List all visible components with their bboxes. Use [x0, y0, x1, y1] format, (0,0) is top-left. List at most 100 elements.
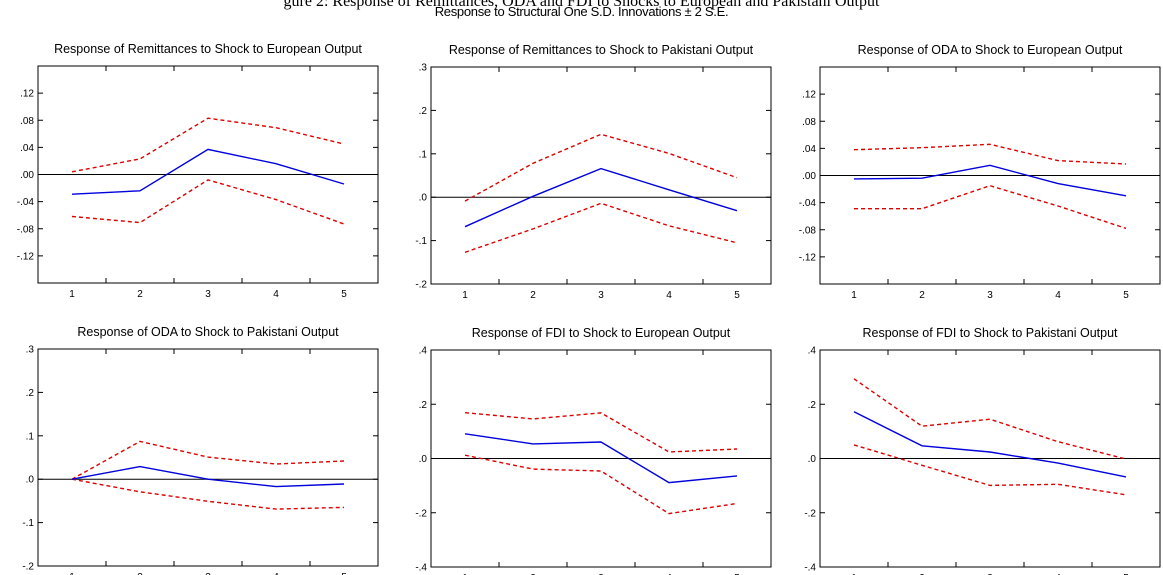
y-tick-label: .12 — [20, 89, 34, 100]
upper-band-line — [71, 117, 345, 173]
x-tick-label: 3 — [987, 573, 993, 575]
y-tick-label: .2 — [26, 388, 35, 399]
x-tick-label: 2 — [919, 573, 925, 575]
upper-band-line — [71, 440, 345, 480]
y-tick-label: .0 — [419, 454, 428, 465]
lower-band-line — [853, 444, 1127, 496]
x-tick-label: 3 — [205, 289, 211, 300]
x-tick-label: 4 — [1055, 290, 1061, 301]
panel-title: Response of Remittances to Shock to Euro… — [54, 42, 362, 56]
response-line — [71, 148, 345, 195]
x-tick-label: 2 — [919, 290, 925, 301]
x-tick-label: 5 — [734, 573, 740, 575]
y-tick-label: .2 — [419, 106, 428, 117]
x-tick-label: 1 — [69, 289, 75, 300]
lower-band-line — [71, 179, 345, 225]
plot-frame — [37, 348, 379, 567]
response-line — [464, 167, 738, 228]
x-tick-label: 1 — [462, 290, 468, 301]
irf-panel-6: Response of FDI to Shock to Pakistani Ou… — [804, 326, 1161, 575]
upper-band-line — [853, 143, 1127, 165]
lower-band-line — [464, 202, 738, 253]
response-line — [853, 164, 1127, 197]
irf-panel-4: Response of ODA to Shock to Pakistani Ou… — [22, 325, 379, 575]
y-tick-label: -.12 — [799, 252, 817, 263]
x-tick-label: 2 — [137, 572, 143, 575]
y-tick-label: .00 — [802, 171, 816, 182]
x-tick-label: 4 — [273, 572, 279, 575]
y-tick-label: .3 — [26, 345, 35, 356]
panel-title: Response of FDI to Shock to Pakistani Ou… — [863, 326, 1119, 340]
x-tick-label: 3 — [987, 290, 993, 301]
response-line — [71, 465, 345, 488]
y-tick-label: .04 — [802, 144, 816, 155]
x-tick-label: 5 — [734, 290, 740, 301]
panel-title: Response of Remittances to Shock to Paki… — [449, 43, 754, 57]
irf-panel-5: Response of FDI to Shock to European Out… — [415, 326, 772, 575]
x-tick-label: 3 — [598, 573, 604, 575]
x-tick-label: 1 — [69, 572, 75, 575]
x-tick-label: 1 — [462, 573, 468, 575]
y-tick-label: -.04 — [17, 197, 35, 208]
y-tick-label: .0 — [419, 193, 428, 204]
y-tick-label: -.2 — [415, 508, 427, 519]
x-tick-label: 4 — [1055, 573, 1061, 575]
x-tick-label: 5 — [341, 572, 347, 575]
lower-band-line — [464, 454, 738, 515]
lower-band-line — [854, 184, 1127, 230]
x-tick-label: 5 — [341, 289, 347, 300]
x-tick-label: 1 — [851, 573, 857, 575]
y-tick-label: .1 — [26, 431, 35, 442]
panel-title: Response of ODA to Shock to Pakistani Ou… — [77, 325, 339, 339]
figure-subtitle: Response to Structural One S.D. Innovati… — [434, 4, 729, 19]
y-tick-label: .3 — [419, 63, 428, 74]
y-tick-label: -.4 — [415, 563, 427, 574]
y-tick-label: .00 — [20, 170, 34, 181]
y-tick-label: .08 — [20, 116, 34, 127]
y-tick-label: -.4 — [804, 563, 816, 574]
y-tick-label: -.12 — [17, 251, 35, 262]
response-line — [464, 433, 738, 484]
y-tick-label: .2 — [419, 400, 428, 411]
y-tick-label: -.08 — [17, 224, 35, 235]
y-tick-label: -.04 — [799, 198, 817, 209]
irf-panel-3: Response of ODA to Shock to European Out… — [799, 43, 1161, 301]
y-tick-label: .1 — [419, 149, 428, 160]
y-tick-label: -.2 — [22, 562, 34, 573]
lower-band-line — [71, 478, 345, 510]
x-tick-label: 5 — [1123, 290, 1129, 301]
response-line — [853, 411, 1127, 478]
y-tick-label: -.1 — [415, 236, 427, 247]
y-tick-label: -.08 — [799, 225, 817, 236]
y-tick-label: .08 — [802, 117, 816, 128]
upper-band-line — [464, 133, 738, 202]
y-tick-label: .2 — [808, 400, 817, 411]
y-tick-label: .12 — [802, 90, 816, 101]
y-tick-label: .4 — [808, 346, 817, 357]
x-tick-label: 5 — [1123, 573, 1129, 575]
irf-panel-1: Response of Remittances to Shock to Euro… — [17, 42, 379, 300]
x-tick-label: 3 — [205, 572, 211, 575]
panel-title: Response of FDI to Shock to European Out… — [472, 326, 731, 340]
irf-panel-2: Response of Remittances to Shock to Paki… — [415, 43, 772, 301]
y-tick-label: -.2 — [415, 280, 427, 291]
x-tick-label: 1 — [851, 290, 857, 301]
x-tick-label: 4 — [273, 289, 279, 300]
x-tick-label: 3 — [598, 290, 604, 301]
y-tick-label: .04 — [20, 143, 34, 154]
plot-frame — [430, 66, 772, 285]
x-tick-label: 2 — [530, 290, 536, 301]
y-tick-label: -.1 — [22, 518, 34, 529]
x-tick-label: 2 — [137, 289, 143, 300]
x-tick-label: 4 — [666, 290, 672, 301]
y-tick-label: .4 — [419, 346, 428, 357]
y-tick-label: .0 — [26, 475, 35, 486]
y-tick-label: -.2 — [804, 508, 816, 519]
x-tick-label: 2 — [530, 573, 536, 575]
x-tick-label: 4 — [666, 573, 672, 575]
upper-band-line — [853, 378, 1127, 460]
figure-title: gure 2: Response of Remittances, ODA and… — [283, 0, 880, 10]
figure-title-block: gure 2: Response of Remittances, ODA and… — [0, 0, 1163, 20]
y-tick-label: .0 — [808, 454, 817, 465]
